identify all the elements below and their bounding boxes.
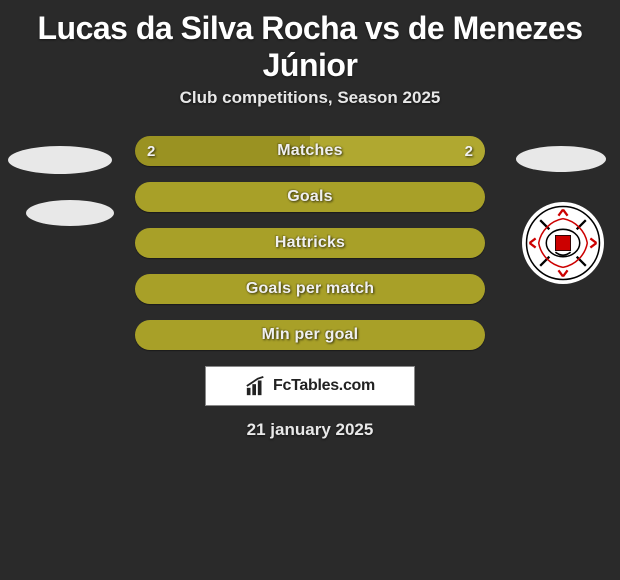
stat-bar: Goals per match [135, 274, 485, 304]
stat-bars: Matches 2 2 Goals Hattricks Goals per match Mi… [135, 136, 485, 350]
player-left-shape-2 [26, 200, 114, 226]
brand-logo-box: FcTables.com [205, 366, 415, 406]
stat-bar-label: Goals [287, 188, 332, 206]
stat-bar: Matches 2 2 [135, 136, 485, 166]
player-left-shape-1 [8, 146, 112, 174]
corinthians-badge-icon [525, 205, 601, 281]
stat-bar-value-right: 2 [465, 143, 473, 160]
stat-bar-value-left: 2 [147, 143, 155, 160]
stat-bar: Hattricks [135, 228, 485, 258]
stat-bar: Goals [135, 182, 485, 212]
chart-icon [245, 375, 267, 397]
stat-bar-label: Hattricks [275, 234, 345, 252]
date-text: 21 january 2025 [10, 420, 610, 440]
subtitle: Club competitions, Season 2025 [0, 88, 620, 108]
comparison-content: Matches 2 2 Goals Hattricks Goals per match Mi… [0, 136, 620, 440]
brand-text: FcTables.com [273, 377, 375, 395]
stat-bar-label: Goals per match [246, 280, 374, 298]
stat-bar-label: Matches [277, 142, 342, 160]
club-badge-right [522, 202, 604, 284]
player-right-shape-1 [516, 146, 606, 172]
page-title: Lucas da Silva Rocha vs de Menezes Júnio… [0, 0, 620, 88]
stat-bar-label: Min per goal [262, 326, 359, 344]
stat-bar: Min per goal [135, 320, 485, 350]
